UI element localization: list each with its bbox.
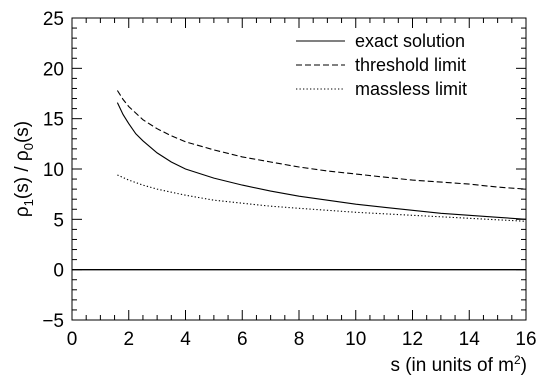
y-tick-label: 5 [53, 210, 64, 231]
series-line-dotted [117, 174, 527, 222]
x-tick-label: 0 [67, 329, 78, 350]
y-tick-label: 25 [43, 9, 64, 30]
legend-label: massless limit [355, 79, 467, 99]
x-axis-label-superscript: 2 [514, 353, 521, 367]
x-tick-label: 16 [515, 329, 536, 350]
x-tick-label: 14 [459, 329, 481, 350]
x-tick-label: 10 [345, 329, 366, 350]
legend-label: exact solution [355, 31, 465, 51]
x-tick-label: 8 [294, 329, 305, 350]
y-tick-label: 10 [43, 160, 64, 181]
series-lines [116, 90, 527, 222]
x-tick-label: 4 [180, 329, 191, 350]
series-line-solid [116, 102, 527, 220]
y-tick-label: 15 [43, 110, 64, 131]
tick-marks [71, 17, 527, 321]
y-axis-label: ρ1(s) / ρ0(s) [12, 121, 36, 217]
x-axis-label: s (in units of m2) [390, 353, 527, 376]
legend: exact solution threshold limit massless li… [296, 31, 467, 99]
y-tick-label: 20 [43, 59, 64, 80]
series-line-dashed [116, 90, 527, 190]
y-tick-label: 0 [53, 261, 64, 282]
legend-label: threshold limit [355, 55, 466, 75]
x-tick-label: 6 [237, 329, 248, 350]
y-tick-label: −5 [42, 311, 64, 332]
x-tick-label: 12 [402, 329, 423, 350]
x-tick-label: 2 [123, 329, 134, 350]
